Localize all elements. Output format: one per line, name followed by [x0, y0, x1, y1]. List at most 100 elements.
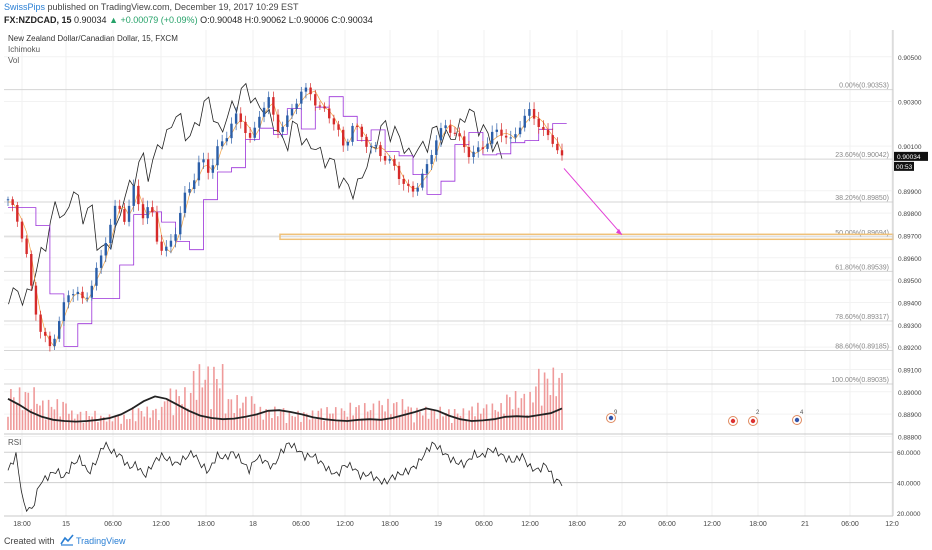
candle-body [323, 106, 326, 109]
volume-bar [10, 388, 12, 430]
volume-bar [117, 415, 120, 430]
candle-body [532, 109, 536, 119]
volume-bar [494, 410, 497, 430]
volume-bar [262, 419, 265, 430]
volume-bar [300, 421, 302, 430]
candle-body [341, 129, 345, 146]
volume-bar [105, 421, 108, 430]
volume-bar [546, 378, 549, 430]
arrow-head [616, 228, 622, 235]
volume-bar [421, 415, 424, 430]
volume-bar [497, 411, 499, 430]
candle-body [155, 212, 159, 242]
volume-bar [326, 407, 328, 430]
volume-bar [245, 396, 247, 430]
candle-body [127, 205, 131, 222]
candle-body [202, 159, 205, 163]
chart-header: SwissPips published on TradingView.com, … [0, 0, 932, 28]
volume-bar [155, 408, 157, 430]
volume-bar [259, 406, 262, 430]
volume-bar [430, 409, 433, 430]
volume-bar [439, 406, 441, 430]
legend-volume[interactable]: Vol [8, 56, 19, 65]
volume-bar [7, 416, 9, 430]
volume-bar [419, 411, 421, 430]
candle-body [309, 87, 312, 95]
event-marker-dot [730, 418, 736, 424]
volume-bar [224, 413, 227, 430]
volume-bar [120, 423, 122, 430]
candle-body [407, 183, 410, 186]
x-tick-label: 06:00 [104, 521, 122, 528]
base-line [8, 96, 567, 347]
author-link[interactable]: SwissPips [4, 2, 46, 12]
candle-body [67, 295, 70, 303]
current-price-text: 0.90034 [897, 154, 921, 161]
candle-body [365, 136, 368, 147]
volume-bar [424, 406, 427, 430]
candle-body [6, 199, 10, 201]
candle-body [504, 135, 508, 138]
grid [4, 30, 893, 516]
volume-bar [221, 364, 224, 430]
candle-body [290, 108, 294, 116]
rsi-tick-label: 40.0000 [897, 481, 921, 488]
volume-bar [413, 422, 415, 430]
legend-ichimoku[interactable]: Ichimoku [8, 45, 40, 54]
volume-bar [387, 398, 389, 430]
candle-body [225, 138, 229, 142]
tradingview-brand[interactable]: TradingView [76, 536, 126, 546]
event-count: 9 [614, 410, 618, 416]
x-tick-label: 12:00 [152, 521, 170, 528]
volume-bar [268, 409, 270, 430]
chart-legend: New Zealand Dollar/Canadian Dollar, 15, … [8, 34, 178, 65]
candle-body [95, 267, 98, 286]
candle-body [402, 179, 405, 184]
x-tick-label: 18:00 [13, 521, 31, 528]
candle-body [523, 115, 526, 128]
candle-body [160, 241, 163, 251]
candle-body [314, 94, 317, 106]
volume-bar [207, 366, 209, 430]
publish-line: SwissPips published on TradingView.com, … [4, 2, 299, 12]
price-chart[interactable]: 0.00%(0.90353) 23.60%(0.90042) 38.20%(0.89… [0, 28, 932, 532]
volume-bar [71, 410, 73, 430]
candle-body [44, 331, 47, 336]
volume-bar [442, 416, 444, 430]
high-value: H:0.90062 [244, 15, 287, 25]
candle-body [58, 321, 61, 339]
volume-bar [334, 407, 337, 430]
candle-body [537, 118, 540, 127]
volume-bar [247, 418, 250, 430]
event-count: 4 [800, 410, 804, 416]
candle-body [272, 97, 275, 115]
volume-bar [416, 407, 418, 430]
volume-bar [175, 389, 178, 430]
volume-bar [456, 413, 459, 430]
candle-body [397, 165, 401, 180]
candle-body [141, 204, 145, 219]
volume-bar [459, 415, 462, 430]
volume-bar [44, 419, 47, 430]
volume-bar [201, 387, 204, 430]
candle-body [90, 285, 93, 298]
volume-bar [482, 408, 485, 430]
volume-bar [337, 421, 340, 430]
volume-bar [204, 379, 207, 430]
volume-bar [523, 393, 526, 430]
volume-bar [129, 418, 131, 430]
volume-bar [265, 409, 267, 430]
volume-bar [39, 405, 41, 430]
candle-body [253, 127, 256, 138]
volume-bar [131, 407, 134, 430]
price-tick-label: 0.88900 [898, 412, 922, 419]
volume-bar [126, 419, 128, 430]
candle-body [318, 105, 322, 107]
volume-bar [250, 396, 253, 430]
volume-bar [140, 411, 143, 430]
candle-body [151, 207, 154, 213]
volume-bar [62, 401, 64, 430]
candle-body [346, 141, 350, 146]
x-tick-label: 06:00 [658, 521, 676, 528]
fib-level-label: 50.00%(0.89694) [835, 230, 889, 237]
